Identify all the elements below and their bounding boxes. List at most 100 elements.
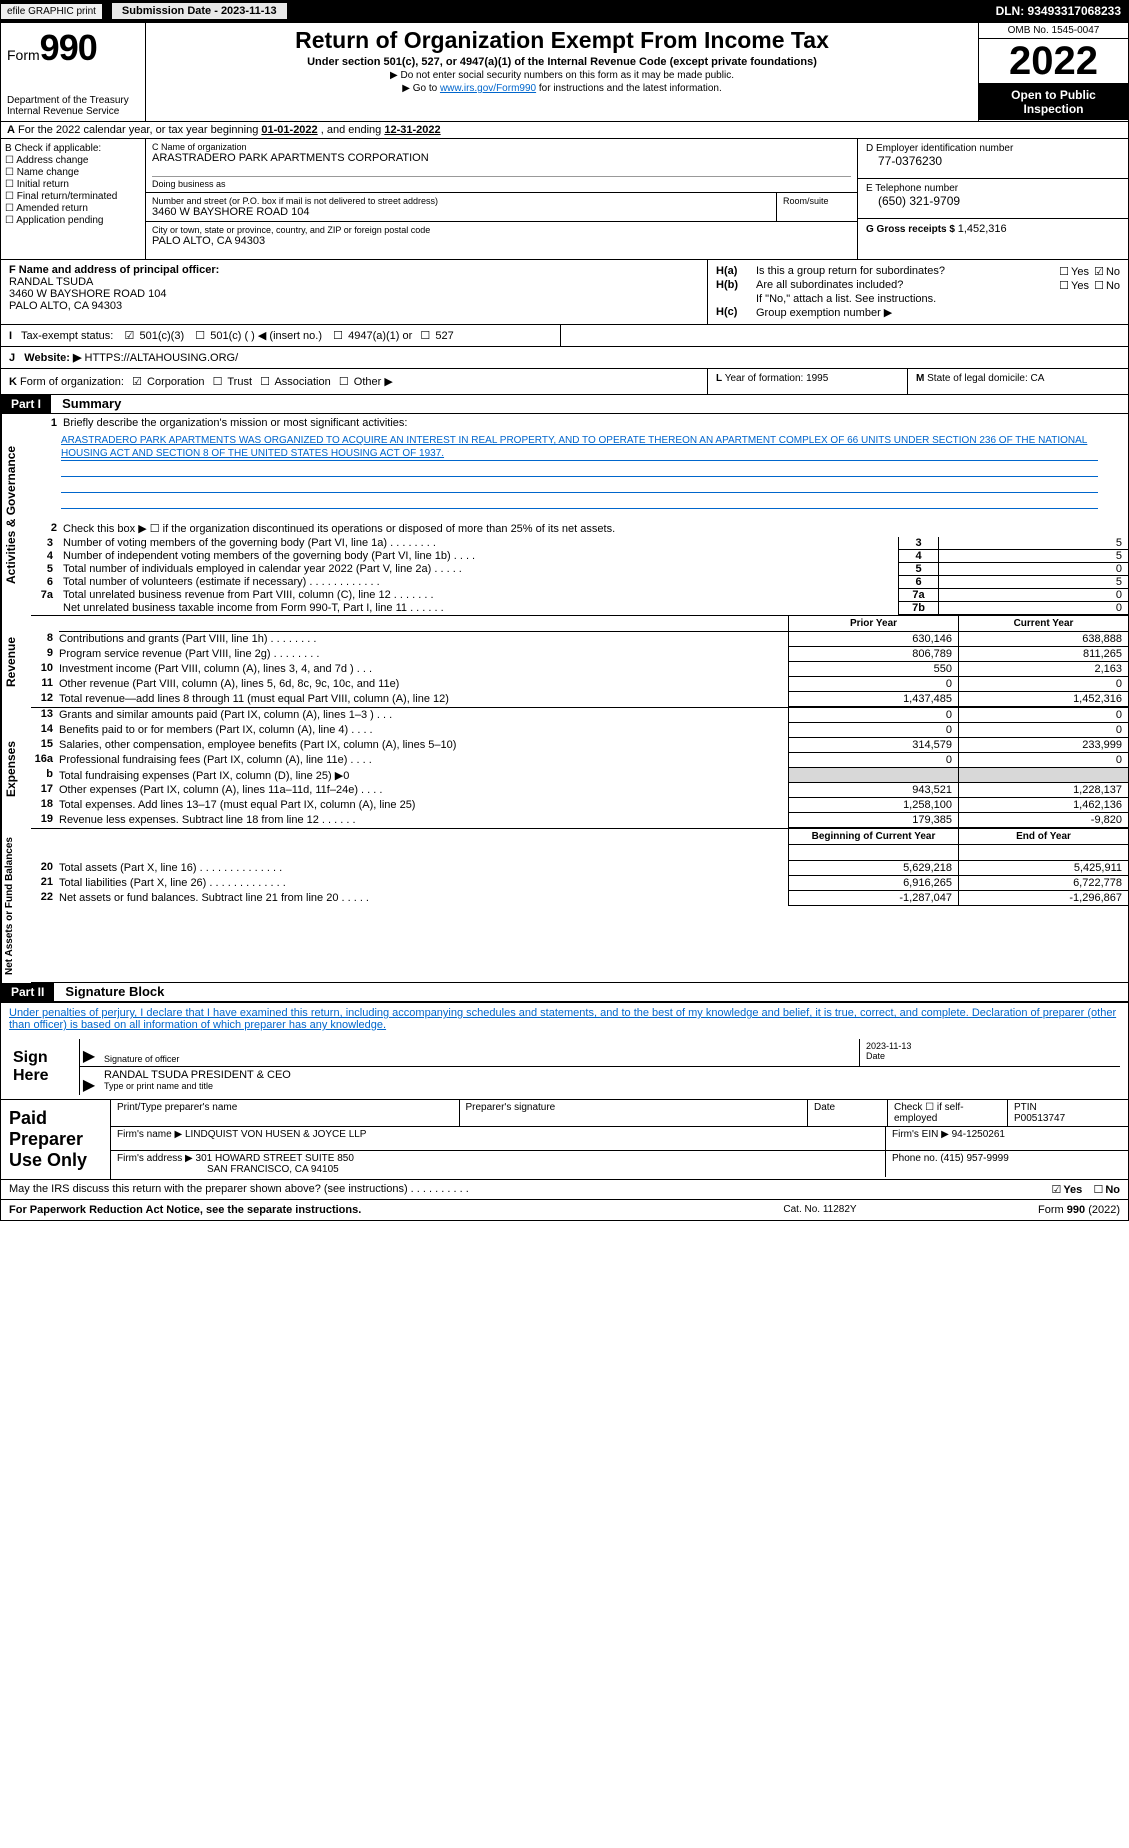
addr2-value: SAN FRANCISCO, CA 94105 (117, 1164, 339, 1175)
chk-name[interactable]: Name change (5, 167, 141, 178)
part1-title: Summary (54, 394, 129, 413)
open-public: Open to Public Inspection (979, 84, 1128, 120)
block-j-row: J Website: ▶ HTTPS://ALTAHOUSING.ORG/ (1, 347, 1128, 369)
discuss-yes[interactable]: Yes (1063, 1184, 1082, 1196)
table-row: 19 Revenue less expenses. Subtract line … (31, 813, 1128, 828)
chk-pending[interactable]: Application pending (5, 215, 141, 226)
gov-row: 3 Number of voting members of the govern… (31, 537, 1128, 550)
submission-date-button[interactable]: Submission Date - 2023-11-13 (111, 2, 288, 20)
revenue-lines: b Prior Year Current Year 8 Contribution… (31, 616, 1128, 708)
k-corp[interactable]: Corporation (147, 376, 204, 388)
ha-yes[interactable]: Yes (1071, 266, 1089, 278)
row-num: 8 (31, 632, 59, 647)
paid-content: Print/Type preparer's name Preparer's si… (111, 1100, 1128, 1179)
ha-label: H(a) (716, 265, 756, 278)
line2-num: 2 (35, 522, 63, 534)
ptin-hdr: PTIN (1014, 1102, 1122, 1113)
row-text: Other revenue (Part VIII, column (A), li… (59, 677, 788, 692)
row-text: Total liabilities (Part X, line 26) . . … (59, 876, 788, 891)
l-value: 1995 (806, 373, 828, 384)
perjury-link[interactable]: Under penalties of perjury, I declare th… (9, 1007, 1116, 1031)
gov-row: 5 Total number of individuals employed i… (31, 563, 1128, 576)
expenses-lines: 13 Grants and similar amounts paid (Part… (31, 708, 1128, 829)
k-assoc[interactable]: Association (274, 376, 330, 388)
current-value: 1,462,136 (958, 798, 1128, 813)
form-990: 990 (40, 27, 97, 68)
line1-text: Briefly describe the organization's miss… (63, 417, 1124, 429)
footer-left: For Paperwork Reduction Act Notice, see … (9, 1204, 720, 1216)
header-left: Form990 Department of the Treasury Inter… (1, 23, 146, 121)
phone-value2: (415) 957-9999 (940, 1153, 1008, 1164)
row-text: Revenue less expenses. Subtract line 18 … (59, 813, 788, 828)
discuss-no[interactable]: No (1105, 1184, 1120, 1196)
row-num: 9 (31, 647, 59, 662)
irs-link[interactable]: www.irs.gov/Form990 (440, 83, 536, 94)
chk-final[interactable]: Final return/terminated (5, 191, 141, 202)
mission-blank3 (61, 495, 1098, 509)
sign-content: ▶ Signature of officer 2023-11-13 Date ▶… (79, 1039, 1120, 1095)
i-501c3[interactable]: 501(c)(3) (139, 330, 184, 342)
twocol-header: b Prior Year Current Year (31, 616, 1128, 632)
cell-d: D Employer identification number 77-0376… (858, 139, 1128, 179)
row-text: Benefits paid to or for members (Part IX… (59, 723, 788, 738)
prior-value: 0 (788, 753, 958, 768)
part2-badge: Part II (1, 983, 54, 1001)
form-label: Form (7, 47, 40, 63)
part2-header-row: Part II Signature Block (1, 983, 1128, 1002)
prep-selfemp: Check ☐ if self-employed (888, 1100, 1008, 1126)
footer: For Paperwork Reduction Act Notice, see … (1, 1199, 1128, 1220)
revenue-section: Revenue b Prior Year Current Year 8 Cont… (1, 616, 1128, 708)
ha-no[interactable]: No (1106, 266, 1120, 278)
i-4947[interactable]: 4947(a)(1) or (348, 330, 412, 342)
f-lbl-text: F Name and address of principal officer: (9, 264, 219, 276)
footer-form: Form (1038, 1204, 1067, 1216)
hc-label: H(c) (716, 306, 756, 319)
current-value (958, 768, 1128, 783)
row-text: Number of voting members of the governin… (59, 537, 898, 550)
chk-initial[interactable]: Initial return (5, 179, 141, 190)
prior-value: 1,258,100 (788, 798, 958, 813)
j-text: Website: ▶ (24, 352, 84, 364)
chk-amended[interactable]: Amended return (5, 203, 141, 214)
sig-name-label: Type or print name and title (104, 1081, 1114, 1091)
k-trust[interactable]: Trust (227, 376, 252, 388)
hb-text: Are all subordinates included? (756, 279, 1057, 292)
hb-yes[interactable]: Yes (1071, 280, 1089, 292)
table-row: 17 Other expenses (Part IX, column (A), … (31, 783, 1128, 798)
street-value: 3460 W BAYSHORE ROAD 104 (152, 206, 770, 218)
prior-value: 0 (788, 723, 958, 738)
row-value: 5 (938, 576, 1128, 589)
firm-label: Firm's name ▶ (117, 1129, 185, 1140)
goto-note: ▶ Go to www.irs.gov/Form990 for instruct… (156, 83, 968, 94)
row-value: 5 (938, 537, 1128, 550)
row-text: Grants and similar amounts paid (Part IX… (59, 708, 788, 723)
form-header: Form990 Department of the Treasury Inter… (1, 23, 1128, 122)
prep-name-hdr: Print/Type preparer's name (111, 1100, 460, 1126)
ein-value: 77-0376230 (866, 154, 1120, 168)
chk-address[interactable]: Address change (5, 155, 141, 166)
h-c-row: H(c) Group exemption number ▶ (716, 306, 1120, 319)
footer-year: (2022) (1085, 1204, 1120, 1216)
col-b-label: B Check if applicable: (5, 143, 141, 154)
row-boxnum: 5 (898, 563, 938, 576)
k-other[interactable]: Other ▶ (354, 376, 393, 388)
row-text: Other expenses (Part IX, column (A), lin… (59, 783, 788, 798)
hb-no[interactable]: No (1106, 280, 1120, 292)
i-501c[interactable]: 501(c) ( ) ◀ (insert no.) (210, 330, 322, 342)
table-row: 16a Professional fundraising fees (Part … (31, 753, 1128, 768)
cell-e: E Telephone number (650) 321-9709 (858, 179, 1128, 219)
prior-value: 179,385 (788, 813, 958, 828)
prior-value: 314,579 (788, 738, 958, 753)
row-value: 5 (938, 550, 1128, 563)
current-value: 1,228,137 (958, 783, 1128, 798)
prior-value: 0 (788, 677, 958, 692)
i-527[interactable]: 527 (435, 330, 453, 342)
prior-value: 943,521 (788, 783, 958, 798)
row-num: 4 (31, 550, 59, 563)
footer-right: Form 990 (2022) (920, 1204, 1120, 1216)
row-num: 16a (31, 753, 59, 768)
top-bar: efile GRAPHIC print Submission Date - 20… (0, 0, 1129, 22)
row-a-mid: , and ending (321, 124, 385, 136)
side-netassets: Net Assets or Fund Balances (1, 829, 31, 983)
table-row: 9 Program service revenue (Part VIII, li… (31, 647, 1128, 662)
